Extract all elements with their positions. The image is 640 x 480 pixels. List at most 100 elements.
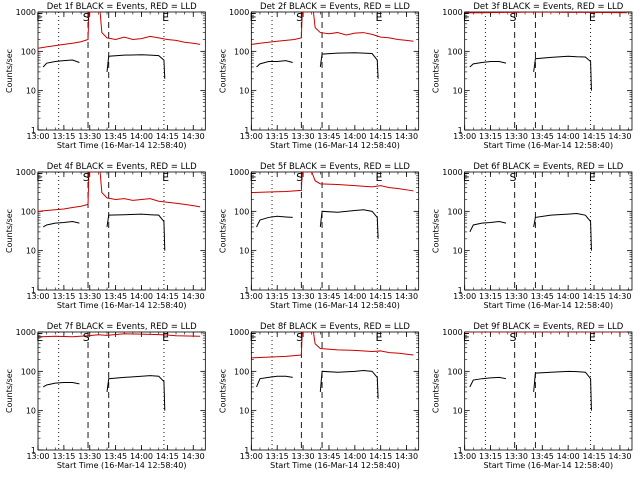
event-marker-e: E (36, 11, 43, 24)
y-tick-label: 10 (452, 87, 462, 96)
events-series-line (319, 52, 379, 79)
y-tick-label: 100 (234, 47, 249, 56)
y-axis-label: Counts/sec (5, 49, 14, 93)
x-tick-label: 14:15 (583, 292, 606, 301)
y-tick-label: 10 (452, 407, 462, 416)
plot-frame (464, 11, 633, 131)
event-marker-e: E (463, 331, 470, 344)
y-tick-label: 10 (239, 87, 249, 96)
y-tick-label: 1000 (442, 8, 462, 17)
plot-frame (464, 171, 633, 291)
x-tick-label: 13:45 (104, 132, 127, 141)
y-axis-label: Counts/sec (432, 209, 441, 253)
x-tick-label: 14:30 (395, 452, 418, 461)
event-marker-e: E (162, 171, 169, 184)
x-tick-label: 13:00 (240, 292, 263, 301)
x-tick-label: 13:15 (266, 132, 289, 141)
panel-title: Det 7f BLACK = Events, RED = LLD (47, 322, 197, 332)
y-tick-label: 1000 (16, 8, 36, 17)
x-axis-label: Start Time (16-Mar-14 12:58:40) (484, 461, 614, 470)
y-tick-label: 100 (21, 367, 36, 376)
events-series-line (42, 382, 80, 388)
plot-frame (250, 331, 420, 451)
x-tick-label: 13:15 (479, 292, 502, 301)
plot-frame (37, 331, 206, 451)
x-tick-label: 13:15 (52, 292, 75, 301)
lld-series-line (251, 332, 414, 359)
lld-series-line (251, 12, 414, 45)
event-marker-e: E (162, 11, 169, 24)
event-marker-s: S (296, 331, 303, 344)
x-tick-label: 13:45 (531, 132, 554, 141)
events-series-line (469, 221, 507, 233)
x-tick-label: 14:15 (583, 132, 606, 141)
y-tick-label: 10 (26, 87, 36, 96)
y-tick-label: 10 (239, 247, 249, 256)
events-series-line (106, 375, 166, 411)
y-tick-label: 100 (21, 47, 36, 56)
y-tick-label: 1 (458, 286, 463, 295)
x-axis-label: Start Time (16-Mar-14 12:58:40) (270, 141, 400, 150)
panel-title: Det 9f BLACK = Events, RED = LLD (473, 322, 623, 332)
y-tick-label: 1 (458, 446, 463, 455)
y-tick-label: 10 (26, 407, 36, 416)
y-tick-label: 1000 (16, 168, 36, 177)
event-marker-e: E (376, 11, 383, 24)
event-marker-e: E (250, 11, 257, 24)
panel-title: Det 3f BLACK = Events, RED = LLD (473, 2, 623, 12)
x-tick-label: 14:00 (343, 452, 366, 461)
y-tick-label: 1 (244, 126, 249, 135)
event-marker-e: E (250, 331, 257, 344)
x-tick-label: 14:00 (557, 132, 580, 141)
x-tick-label: 13:00 (240, 452, 263, 461)
y-axis-label: Counts/sec (432, 369, 441, 413)
y-tick-label: 100 (447, 207, 462, 216)
x-tick-label: 14:15 (156, 292, 179, 301)
x-tick-label: 13:15 (479, 452, 502, 461)
y-tick-label: 1 (31, 286, 36, 295)
panel-title: Det 4f BLACK = Events, RED = LLD (47, 162, 197, 172)
x-tick-label: 13:00 (453, 292, 476, 301)
y-tick-label: 10 (239, 407, 249, 416)
events-series-line (319, 209, 379, 239)
panel-title: Det 6f BLACK = Events, RED = LLD (473, 162, 623, 172)
plot-frame (464, 331, 633, 451)
y-tick-label: 10 (26, 247, 36, 256)
x-tick-label: 13:00 (453, 452, 476, 461)
x-tick-label: 13:30 (292, 292, 315, 301)
x-tick-label: 13:00 (453, 132, 476, 141)
events-series-line (106, 54, 166, 79)
events-series-line (106, 213, 166, 251)
events-series-line (319, 369, 379, 399)
x-tick-label: 14:15 (156, 132, 179, 141)
event-marker-e: E (463, 171, 470, 184)
event-marker-e: E (162, 331, 169, 344)
event-marker-e: E (589, 331, 596, 344)
y-tick-label: 1000 (229, 328, 249, 337)
x-tick-label: 14:00 (343, 292, 366, 301)
events-series-line (533, 55, 592, 91)
event-marker-e: E (376, 171, 383, 184)
y-tick-label: 100 (234, 367, 249, 376)
event-marker-e: E (463, 11, 470, 24)
y-tick-label: 100 (234, 207, 249, 216)
x-tick-label: 14:30 (608, 292, 631, 301)
x-tick-label: 14:30 (395, 292, 418, 301)
event-marker-s: S (83, 331, 90, 344)
events-series-line (256, 60, 293, 68)
x-tick-label: 13:30 (505, 452, 528, 461)
x-tick-label: 14:15 (369, 132, 392, 141)
x-tick-label: 13:00 (26, 452, 49, 461)
x-tick-label: 14:00 (130, 292, 153, 301)
x-tick-label: 13:15 (479, 132, 502, 141)
event-marker-e: E (589, 11, 596, 24)
x-tick-label: 14:30 (182, 452, 205, 461)
y-axis-label: Counts/sec (5, 209, 14, 253)
x-tick-label: 13:45 (104, 292, 127, 301)
y-tick-label: 1000 (442, 328, 462, 337)
events-series-line (42, 221, 80, 228)
event-marker-e: E (36, 171, 43, 184)
event-marker-s: S (509, 331, 516, 344)
